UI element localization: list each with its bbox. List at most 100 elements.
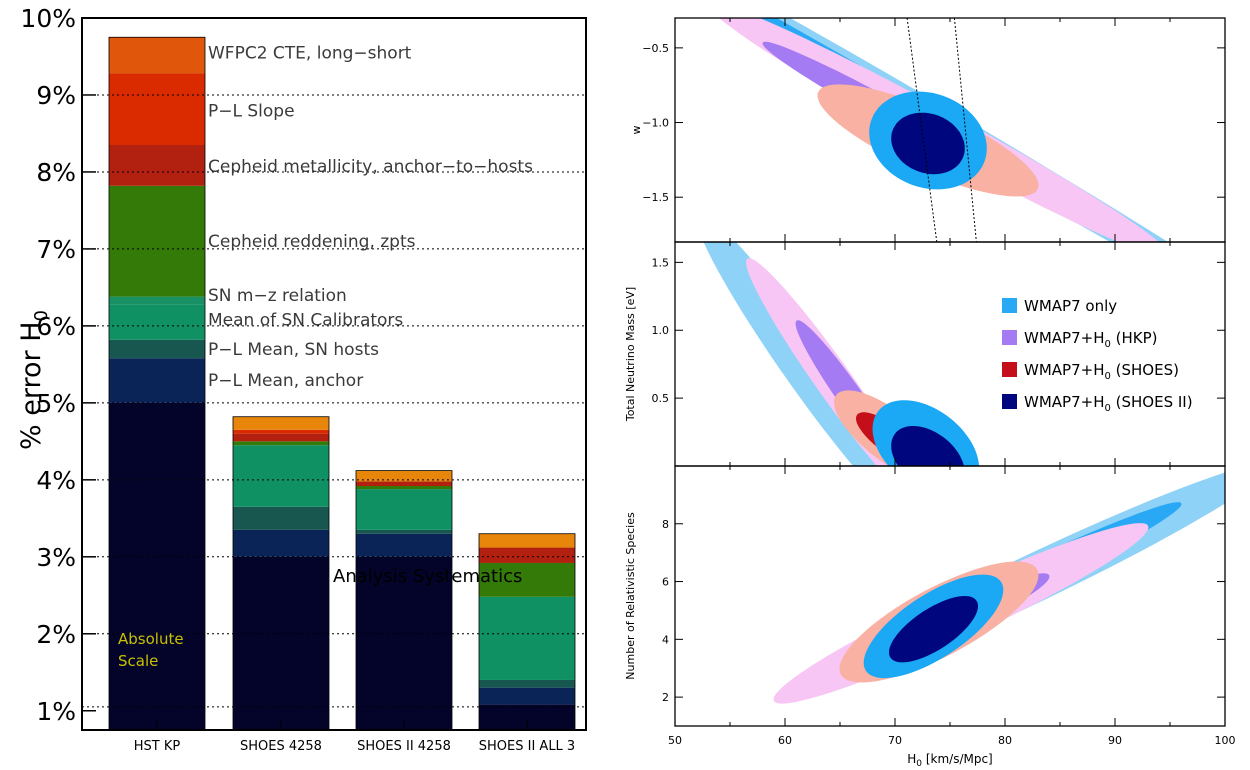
bar-3-segment-analysis xyxy=(479,533,575,548)
bar-1-segment-pl_mean_anchor xyxy=(233,529,329,557)
y-axis-label-main: % error H xyxy=(16,321,47,450)
y-tick-label: 5% xyxy=(36,389,76,418)
segment-label: P−L Slope xyxy=(208,101,295,121)
contour-shoes2-inner xyxy=(891,112,965,175)
y-tick-label: 4 xyxy=(662,633,669,646)
legend-swatch xyxy=(1002,330,1017,345)
legend-swatch xyxy=(1002,394,1017,409)
x-axis-label: H0 [km/s/Mpc] xyxy=(907,752,993,769)
y-tick-label: −1.0 xyxy=(642,117,669,130)
segment-label: P−L Mean, SN hosts xyxy=(208,340,379,360)
legend-label-main: WMAP7+H xyxy=(1024,329,1104,347)
bar-3-segment-metallicity xyxy=(479,547,575,563)
legend-label-sub: 0 xyxy=(1104,339,1110,350)
y-axis-label: % error H0 xyxy=(16,310,52,450)
x-category-label: SHOES II 4258 xyxy=(357,739,451,754)
bar-0-segment-absolute_scale xyxy=(109,402,205,730)
y-tick-label: 2% xyxy=(36,620,76,649)
bar-3-segment-mean_sn_calibrators xyxy=(479,596,575,680)
y-tick-label: 8% xyxy=(36,158,76,187)
y-tick-label: 0.5 xyxy=(652,392,670,405)
panel-neff-ylabel: Number of Relativistic Species xyxy=(624,512,637,680)
y-tick-label: 1.5 xyxy=(652,256,670,269)
bar-0-segment-sn_mz xyxy=(109,296,205,305)
bar-2-segment-analysis xyxy=(356,470,452,482)
bar-1-segment-pl_mean_hosts xyxy=(233,506,329,530)
segment-label: Cepheid metallicity, anchor−to−hosts xyxy=(208,157,533,177)
legend-swatch xyxy=(1002,298,1017,313)
y-tick-label: 3% xyxy=(36,543,76,572)
axes: −0.5 −1.0 −1.5 w 0.5 1.0 1.5 Total Neutrino Mas… xyxy=(624,18,1236,747)
x-axis: HST KP SHOES 4258 SHOES II 4258 SHOES II AL… xyxy=(134,720,575,754)
bar-1-segment-mean_sn_calibrators xyxy=(233,445,329,507)
legend-label: WMAP7 only xyxy=(1024,297,1117,315)
panel-mnu-contours xyxy=(703,242,979,466)
bar-0-segment-reddening xyxy=(109,185,205,297)
panel-neff-contours xyxy=(773,472,1225,704)
segment-label: Cepheid reddening, zpts xyxy=(208,232,416,252)
absolute-scale-label-2: Scale xyxy=(118,652,158,670)
legend-label-sub: 0 xyxy=(1104,371,1110,382)
contours xyxy=(703,18,1225,704)
bar-0-segment-cte xyxy=(109,37,205,74)
segment-labels: WFPC2 CTE, long−short P−L Slope Cepheid me… xyxy=(208,44,533,391)
plot-frame xyxy=(81,17,587,731)
panel-w-contours xyxy=(718,18,1168,242)
y-axis-label-sub: 0 xyxy=(31,310,52,321)
x-tick-label: 50 xyxy=(668,734,682,747)
y-tick-label: 10% xyxy=(20,4,76,33)
panel-mnu-ylabel: Total Neutrino Mass [eV] xyxy=(624,287,637,422)
gridlines xyxy=(82,94,586,708)
contour-shoes2-inner xyxy=(891,426,964,466)
segment-label: WFPC2 CTE, long−short xyxy=(208,44,412,64)
bar-3-segment-pl_mean_anchor xyxy=(479,687,575,705)
bar-0-segment-mean_sn_calibrators xyxy=(109,304,205,340)
x-category-label: HST KP xyxy=(134,739,181,754)
y-tick-label: −0.5 xyxy=(642,42,669,55)
bar-1-segment-metallicity xyxy=(233,433,329,442)
legend-label-main: WMAP7+H xyxy=(1024,361,1104,379)
y-tick-label: 2 xyxy=(662,691,669,704)
x-axis-label-rest: [km/s/Mpc] xyxy=(922,752,993,766)
bar-3-segment-reddening xyxy=(479,562,575,597)
y-tick-label: 6% xyxy=(36,312,76,341)
y-tick-label: 9% xyxy=(36,81,76,110)
x-tick-label: 60 xyxy=(778,734,792,747)
analysis-systematics-label: Analysis Systematics xyxy=(333,566,522,587)
legend-label: WMAP7+H0 (SHOES) xyxy=(1024,361,1179,382)
absolute-scale-label-1: Absolute xyxy=(118,630,184,648)
legend-label-rest: (SHOES II) xyxy=(1111,393,1193,411)
bar-0-segment-metallicity xyxy=(109,145,205,186)
bar-2-segment-mean_sn_calibrators xyxy=(356,489,452,530)
x-tick-label: 80 xyxy=(998,734,1012,747)
x-category-label: SHOES II ALL 3 xyxy=(479,739,575,754)
bar-0-segment-pl_mean_anchor xyxy=(109,358,205,403)
x-axis-label-sub: 0 xyxy=(916,759,922,769)
bar-2-segment-metallicity xyxy=(356,481,452,486)
y-tick-label: 4% xyxy=(36,466,76,495)
y-tick-label: 7% xyxy=(36,235,76,264)
legend-label: WMAP7+H0 (HKP) xyxy=(1024,329,1158,350)
error-budget-chart: 1% 2% 3% 4% 5% 6% 7% 8% 9% 10% HST KP SHOES 4258 SH… xyxy=(16,4,587,754)
x-tick-label: 100 xyxy=(1215,734,1236,747)
contour-shoes2-inner xyxy=(888,595,979,663)
bar-0-segment-pl_mean_hosts xyxy=(109,339,205,359)
x-tick-label: 90 xyxy=(1108,734,1122,747)
legend-swatch xyxy=(1002,362,1017,377)
segment-label: Mean of SN Calibrators xyxy=(208,311,403,331)
x-tick-label: 70 xyxy=(888,734,902,747)
bar-2-segment-absolute_scale xyxy=(356,556,452,730)
cosmology-contours-chart: −0.5 −1.0 −1.5 w 0.5 1.0 1.5 Total Neutrino Mas… xyxy=(624,17,1236,769)
bar-1-segment-analysis xyxy=(233,416,329,430)
y-tick-label: 1.0 xyxy=(652,324,670,337)
y-tick-label: 6 xyxy=(662,576,669,589)
legend-label-main: WMAP7+H xyxy=(1024,393,1104,411)
bar-2-segment-pl_mean_anchor xyxy=(356,533,452,557)
stacked-bars xyxy=(108,36,576,731)
bar-1-segment-pl_slope xyxy=(233,429,329,434)
legend-label: WMAP7+H0 (SHOES II) xyxy=(1024,393,1193,414)
y-tick-label: −1.5 xyxy=(642,191,669,204)
bar-1-segment-absolute_scale xyxy=(233,556,329,730)
y-tick-label: 1% xyxy=(36,697,76,726)
x-category-label: SHOES 4258 xyxy=(240,739,322,754)
